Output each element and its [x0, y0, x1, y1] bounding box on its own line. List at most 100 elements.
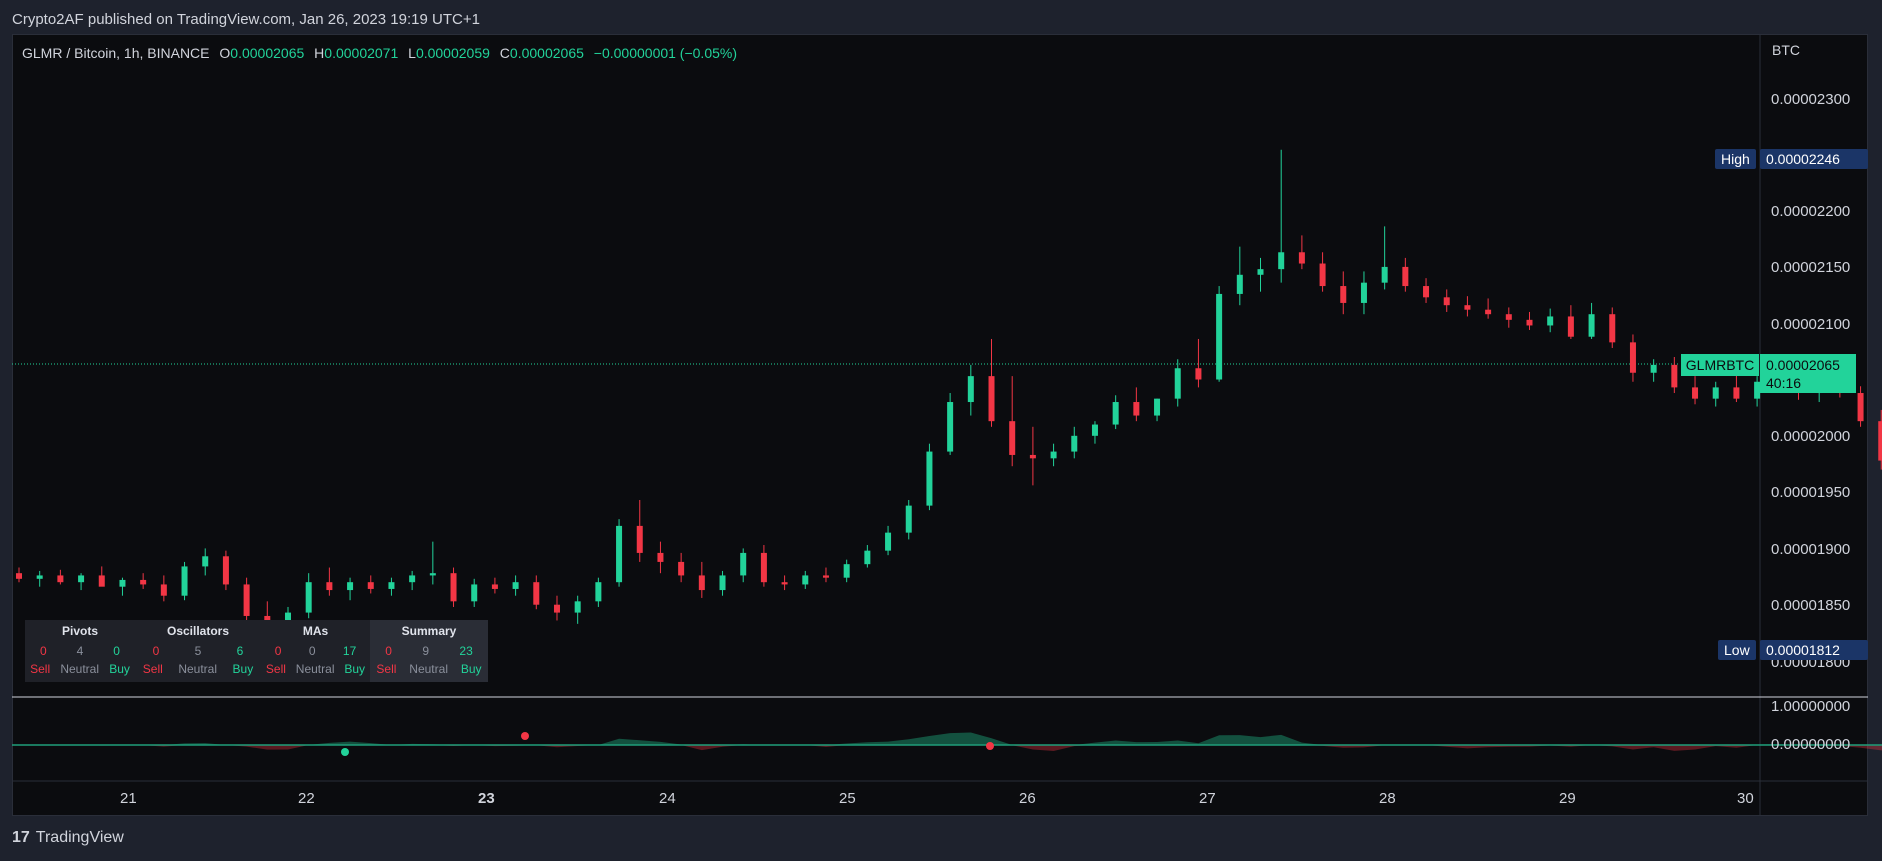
- candle[interactable]: [616, 519, 623, 587]
- candle[interactable]: [471, 578, 478, 607]
- candle-body: [1133, 402, 1140, 416]
- candle[interactable]: [1298, 235, 1305, 270]
- candle[interactable]: [181, 561, 188, 601]
- candle[interactable]: [1423, 278, 1430, 303]
- candle[interactable]: [1381, 226, 1388, 290]
- candle[interactable]: [802, 570, 809, 589]
- candle[interactable]: [16, 567, 22, 583]
- candle[interactable]: [1857, 386, 1864, 427]
- candle[interactable]: [926, 443, 933, 511]
- candle[interactable]: [1650, 359, 1657, 382]
- candle-body: [636, 525, 643, 553]
- candle[interactable]: [512, 575, 519, 596]
- candle[interactable]: [1526, 311, 1533, 330]
- candle[interactable]: [1712, 381, 1719, 407]
- candle[interactable]: [885, 525, 892, 556]
- candle-body: [367, 582, 374, 589]
- candle[interactable]: [140, 573, 147, 589]
- candle[interactable]: [367, 575, 374, 594]
- candle[interactable]: [905, 499, 912, 540]
- ta-sell-label: Sell: [30, 662, 51, 676]
- candle[interactable]: [222, 550, 229, 591]
- candle[interactable]: [1360, 271, 1367, 315]
- candle[interactable]: [553, 595, 560, 621]
- candle[interactable]: [1464, 296, 1471, 317]
- candle-body: [802, 575, 809, 585]
- ta-title: Pivots: [61, 624, 98, 638]
- candle[interactable]: [450, 567, 457, 607]
- candle[interactable]: [160, 575, 167, 602]
- candle[interactable]: [326, 567, 333, 596]
- candle[interactable]: [1588, 302, 1595, 339]
- legend-high-label: H: [314, 45, 325, 61]
- candle[interactable]: [1547, 308, 1554, 333]
- candle[interactable]: [574, 595, 581, 624]
- candle[interactable]: [1154, 398, 1161, 422]
- candle[interactable]: [740, 548, 747, 583]
- candle[interactable]: [781, 575, 788, 591]
- symbol-legend: GLMR / Bitcoin, 1h, BINANCE O0.00002065 …: [22, 45, 737, 61]
- candle[interactable]: [119, 577, 126, 596]
- candle[interactable]: [429, 541, 436, 585]
- footer-brand-text: TradingView: [35, 829, 124, 846]
- candle[interactable]: [636, 499, 643, 562]
- candle[interactable]: [1629, 334, 1636, 382]
- candle[interactable]: [1236, 246, 1243, 306]
- candle[interactable]: [1609, 307, 1616, 348]
- candle[interactable]: [491, 577, 498, 594]
- candle[interactable]: [305, 573, 312, 619]
- candle[interactable]: [1257, 257, 1264, 292]
- candle[interactable]: [1340, 271, 1347, 315]
- candle[interactable]: [347, 577, 354, 601]
- candle[interactable]: [678, 552, 685, 583]
- ta-neutral-count: 5: [194, 644, 202, 658]
- candle[interactable]: [698, 561, 705, 598]
- candle[interactable]: [1009, 376, 1016, 467]
- candle[interactable]: [864, 545, 871, 568]
- candle[interactable]: [409, 570, 416, 591]
- ta-neutral-count: 0: [308, 644, 316, 658]
- candle[interactable]: [843, 559, 850, 583]
- candle[interactable]: [1567, 305, 1574, 339]
- candle[interactable]: [1133, 387, 1140, 422]
- candle[interactable]: [760, 545, 767, 587]
- candle[interactable]: [243, 577, 250, 623]
- candle-body: [1733, 387, 1740, 399]
- candle[interactable]: [822, 567, 829, 583]
- candle[interactable]: [1029, 426, 1036, 486]
- candle-body: [1009, 421, 1016, 455]
- candle[interactable]: [1692, 376, 1699, 405]
- candle[interactable]: [98, 566, 105, 587]
- candle[interactable]: [1050, 443, 1057, 467]
- candle[interactable]: [1112, 395, 1119, 430]
- candle[interactable]: [1443, 289, 1450, 312]
- candle[interactable]: [1071, 426, 1078, 459]
- candle[interactable]: [719, 570, 726, 596]
- candle[interactable]: [1216, 286, 1223, 382]
- candle[interactable]: [1878, 409, 1882, 470]
- candle[interactable]: [947, 393, 954, 455]
- candle[interactable]: [595, 577, 602, 607]
- candle[interactable]: [1671, 356, 1678, 394]
- candle[interactable]: [1319, 252, 1326, 292]
- candle[interactable]: [967, 364, 974, 416]
- candle[interactable]: [1195, 338, 1202, 388]
- candle[interactable]: [1485, 298, 1492, 319]
- candle[interactable]: [988, 338, 995, 427]
- candle[interactable]: [1505, 307, 1512, 328]
- candle[interactable]: [533, 575, 540, 610]
- candle[interactable]: [1402, 257, 1409, 292]
- candle[interactable]: [36, 570, 43, 587]
- candle[interactable]: [1754, 376, 1761, 407]
- chart-frame[interactable]: [12, 34, 1868, 816]
- candle[interactable]: [388, 577, 395, 596]
- candle[interactable]: [657, 541, 664, 574]
- candle[interactable]: [57, 569, 64, 585]
- candle[interactable]: [78, 573, 85, 591]
- candle[interactable]: [1278, 149, 1285, 283]
- candle[interactable]: [1091, 421, 1098, 444]
- candle[interactable]: [202, 548, 209, 576]
- footer-brand[interactable]: 17 TradingView: [12, 829, 124, 847]
- candle[interactable]: [1174, 359, 1181, 407]
